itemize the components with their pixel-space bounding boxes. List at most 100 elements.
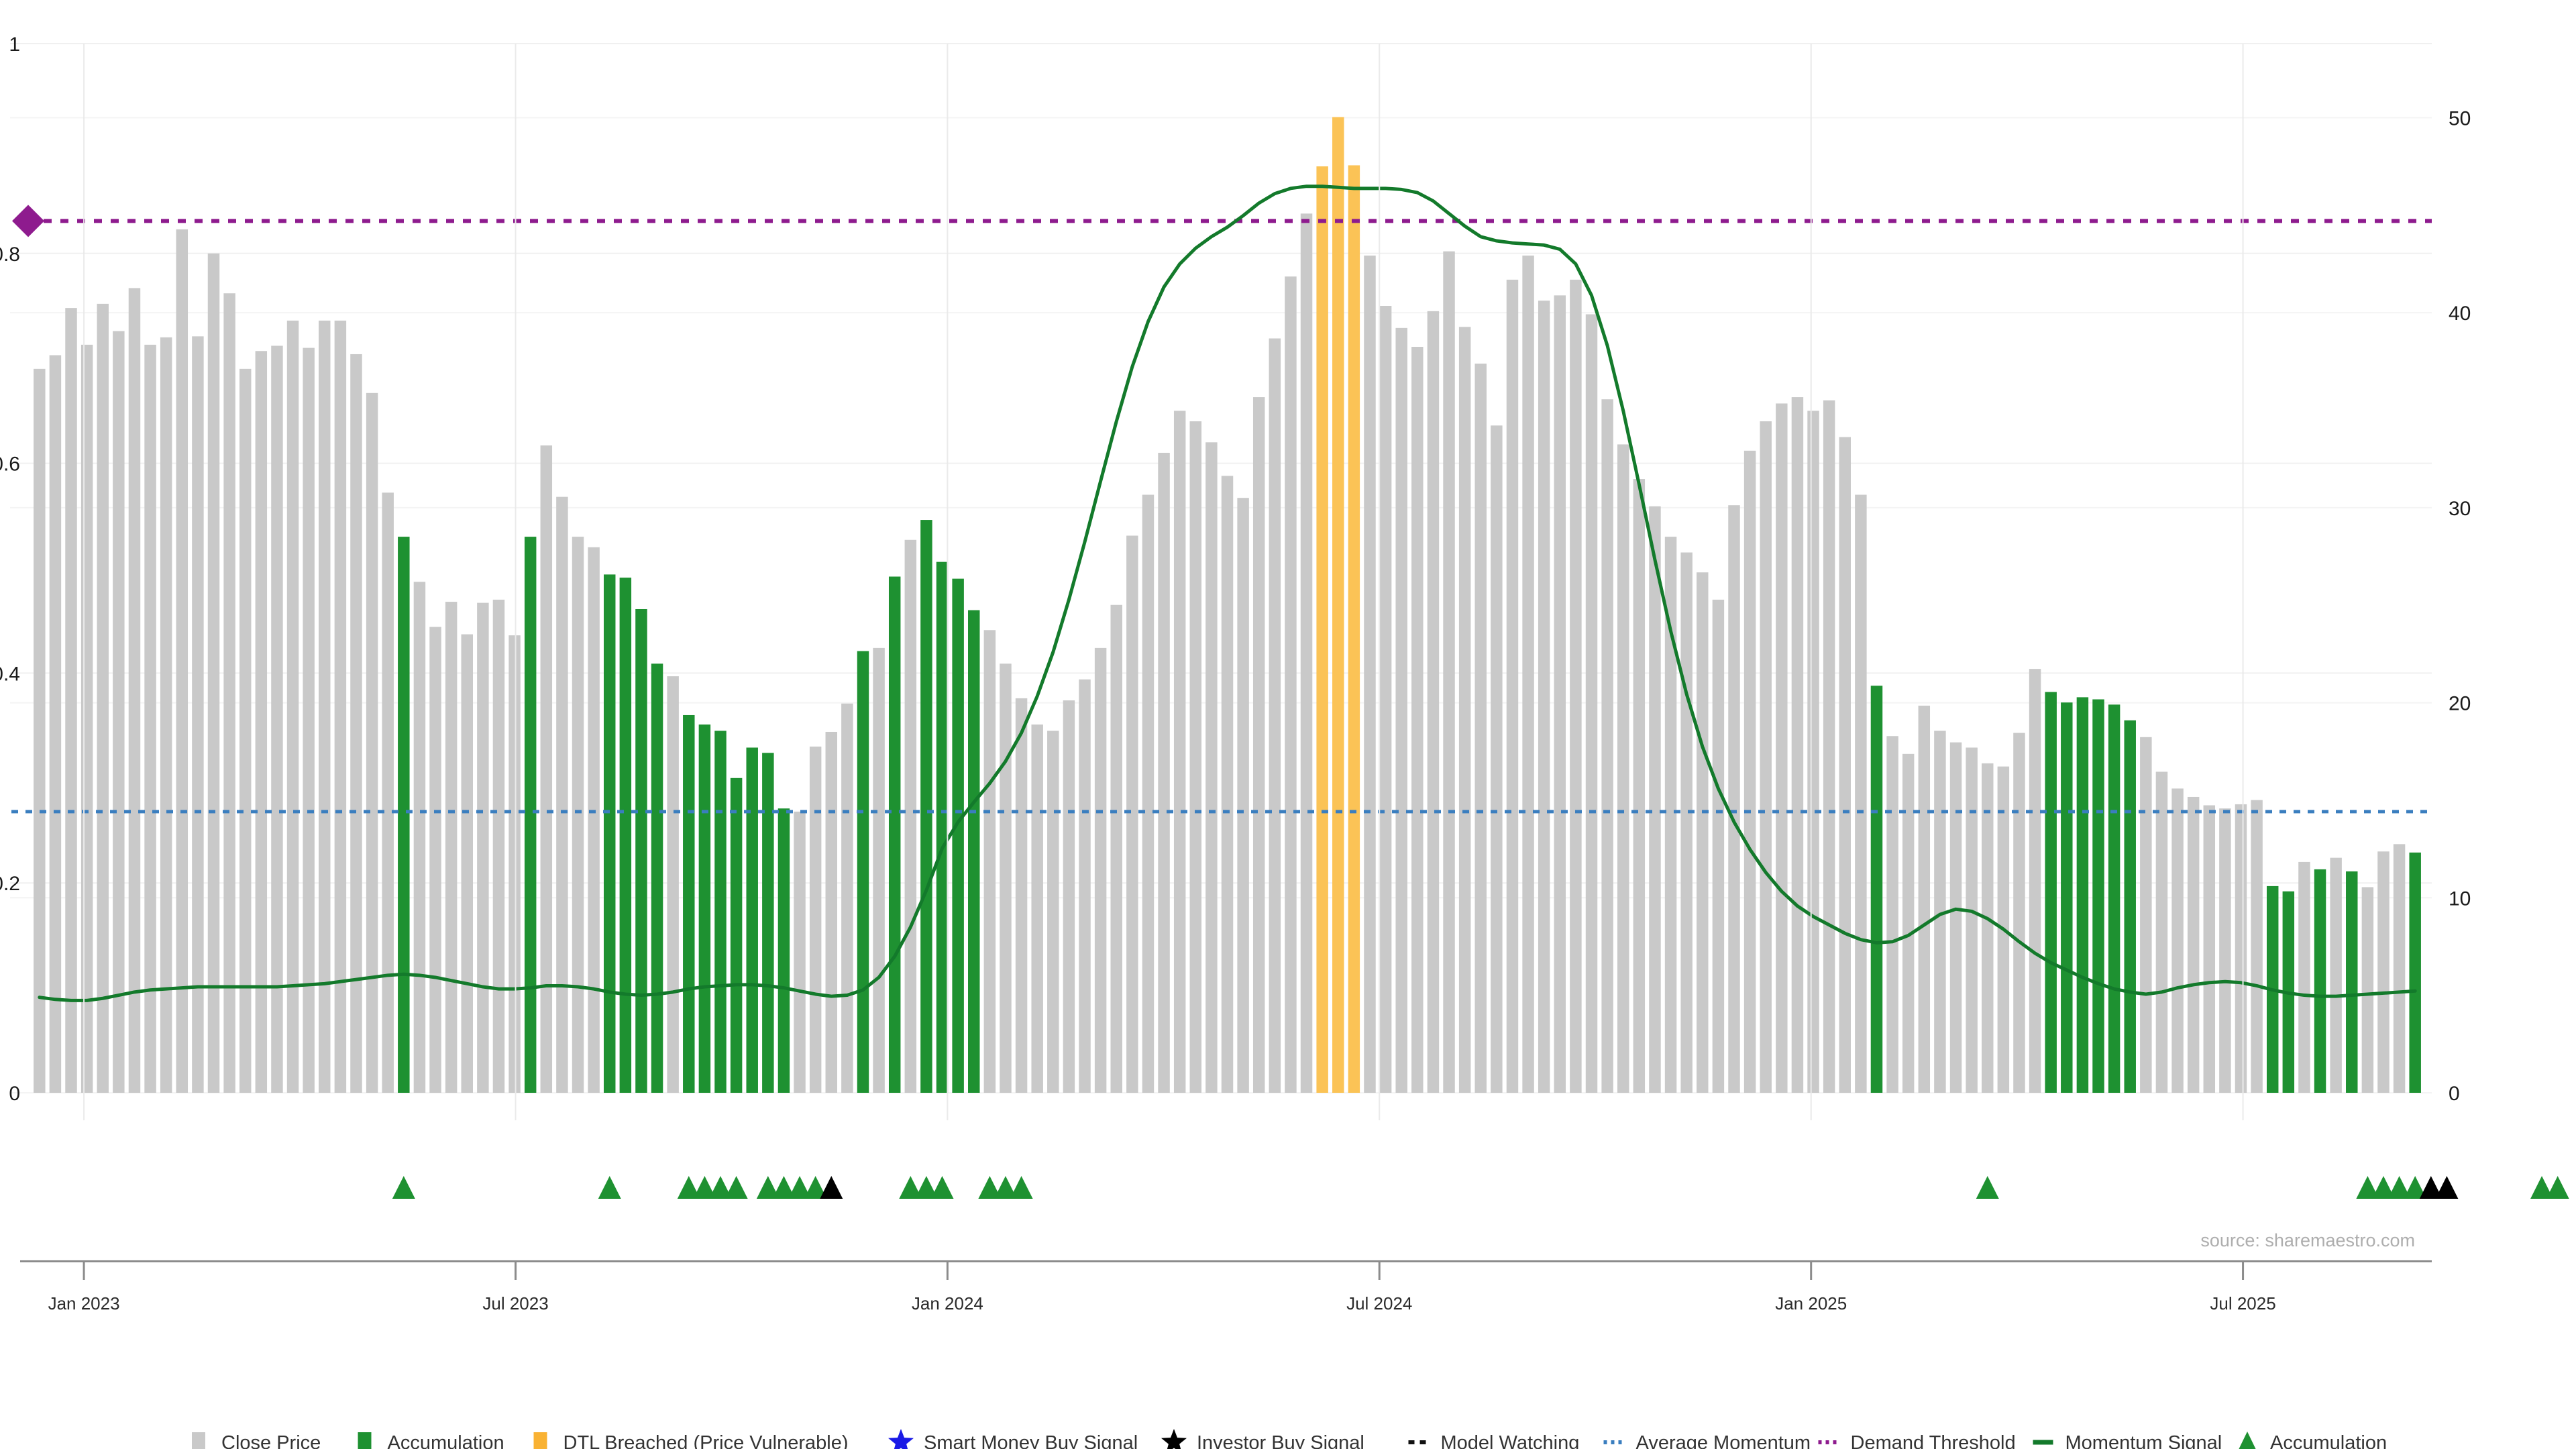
bar-close [1807,411,1819,1093]
legend-label: Accumulation [388,1432,504,1449]
bar-close [1633,479,1646,1093]
signal-markers [392,1176,2569,1199]
bar-close [1680,552,1693,1093]
x-tick-label: Jul 2025 [2210,1293,2275,1313]
bar-dtl [1332,117,1344,1093]
accumulation-marker [2356,1176,2379,1199]
bar-close [49,355,62,1093]
bar-close [2361,887,2374,1093]
investor-buy-marker [2419,1176,2443,1199]
legend-item[interactable]: DTL Breached (Price Vulnerable) [533,1432,849,1449]
bar-close [1126,535,1138,1093]
x-tick-label: Jan 2023 [48,1293,120,1313]
x-tick-label: Jan 2024 [912,1293,983,1313]
bar-accumulation [604,574,616,1093]
accumulation-marker [2404,1176,2427,1199]
bar-accumulation [2092,699,2104,1093]
legend-item[interactable]: Demand Threshold [1818,1432,2016,1449]
bar-close [1728,505,1740,1093]
x-tick-label: Jul 2023 [482,1293,548,1313]
y-tick-right: 40 [2449,303,2471,325]
bar-close [2298,861,2310,1093]
bar-close [1252,397,1265,1093]
momentum-signal-line [38,184,2417,1002]
bar-accumulation [968,610,980,1093]
accumulation-marker [1010,1176,1033,1199]
legend-item[interactable]: Accumulation [358,1432,504,1449]
bar-close [2140,737,2152,1093]
bar-accumulation [2076,697,2089,1093]
bar-accumulation [920,520,932,1093]
accumulation-marker [756,1176,780,1199]
legend-item[interactable]: Momentum Signal [2033,1432,2222,1449]
bar-close [2219,808,2231,1093]
legend-square-swatch [192,1432,205,1449]
bar-close [1094,647,1107,1093]
legend-item[interactable]: Investor Buy Signal [1161,1429,1364,1449]
legend[interactable]: Close Price Accumulation DTL Breached (Pri… [192,1429,2387,1449]
bar-close [1189,421,1202,1093]
bar-close [2187,796,2200,1093]
bar-accumulation [2045,692,2057,1093]
bar-close [1601,399,1613,1093]
legend-item[interactable]: Accumulation [2237,1432,2387,1449]
bar-close [2029,669,2041,1093]
bar-close [1570,279,1582,1093]
bar-close [176,229,189,1093]
bar-close [1443,251,1455,1093]
bar-close [97,303,109,1093]
bar-close [1142,494,1155,1093]
accumulation-marker [709,1176,733,1199]
bar-close [2330,857,2342,1093]
bar-close [1047,731,1059,1093]
bar-close [65,308,77,1093]
legend-label: Demand Threshold [1851,1432,2016,1449]
accumulation-marker [1976,1176,1999,1199]
bar-accumulation [762,753,774,1093]
bar-close [1458,327,1471,1093]
bar-close [1221,476,1234,1093]
legend-item[interactable]: Model Watching [1408,1432,1580,1449]
accumulation-marker [899,1176,922,1199]
bar-close [445,602,458,1093]
bar-accumulation [635,608,647,1093]
bar-accumulation [857,651,869,1093]
legend-star-icon [1161,1429,1187,1449]
y-tick-left: 0.4 [0,663,20,685]
legend-triangle-icon [2239,1432,2256,1449]
bar-close [1063,700,1075,1093]
bar-close [223,293,235,1093]
legend-label: Momentum Signal [2065,1432,2222,1449]
bar-close [1934,731,1946,1093]
accumulation-marker [788,1176,812,1199]
legend-item[interactable]: Close Price [192,1432,321,1449]
bar-close [1538,301,1550,1093]
legend-square-swatch [533,1432,547,1449]
bar-close [113,331,125,1093]
gridlines [10,43,2432,1093]
bar-close [80,344,93,1093]
bar-dtl [1348,165,1360,1093]
bar-close [1364,255,1376,1093]
legend-star-icon [888,1429,914,1449]
accumulation-marker [2371,1176,2395,1199]
legend-item[interactable]: Average Momentum [1603,1432,1811,1449]
accumulation-marker [693,1176,716,1199]
bar-close [2393,844,2406,1093]
legend-label: Smart Money Buy Signal [924,1432,1138,1449]
bar-close [461,634,473,1093]
bar-close [825,731,838,1093]
y-tick-left: 1 [9,34,20,56]
bar-close [239,368,252,1093]
bar-close [1743,450,1756,1093]
bar-close [192,336,204,1093]
legend-item[interactable]: Smart Money Buy Signal [888,1429,1138,1449]
bar-close [1791,397,1804,1093]
bar-close [1015,698,1028,1093]
accumulation-marker [2387,1176,2411,1199]
bar-close [1079,679,1091,1093]
bar-close [1918,705,1931,1093]
bar-close [207,253,220,1093]
